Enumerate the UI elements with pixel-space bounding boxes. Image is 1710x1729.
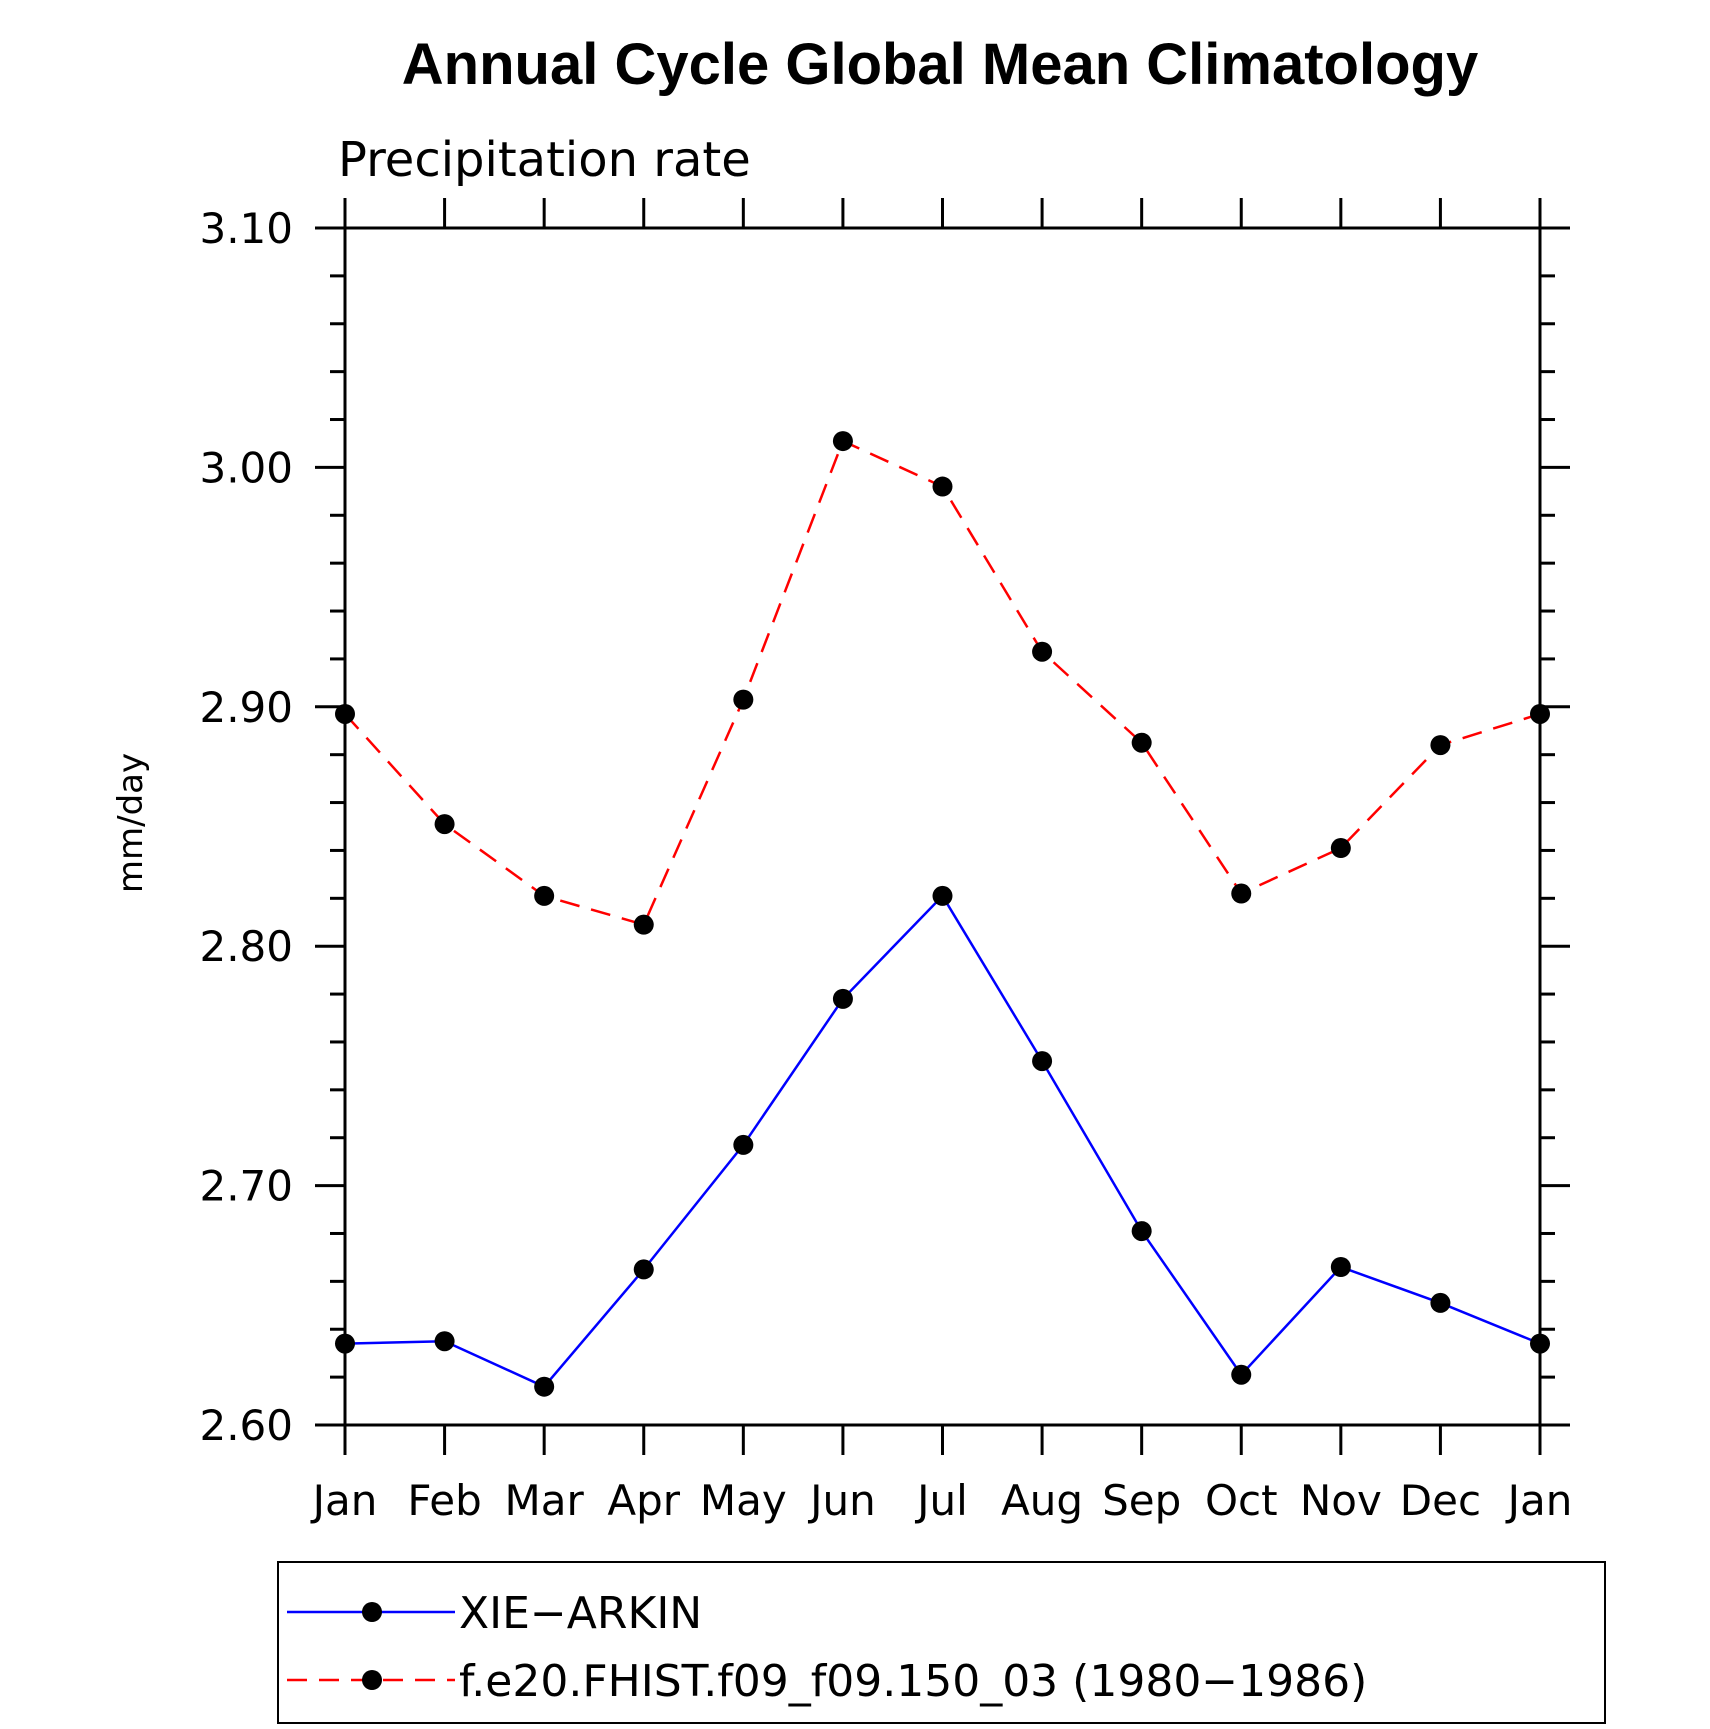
legend-items: XIE−ARKIN f.e20.FHIST.f09_f09.150_03 (198… (287, 1588, 1367, 1707)
series-point-0 (633, 1259, 654, 1280)
x-tick-label: Dec (1400, 1476, 1481, 1525)
series-point-0 (1231, 1364, 1252, 1385)
axes-frame (315, 198, 1570, 1455)
legend-label-0: XIE−ARKIN (459, 1588, 702, 1639)
series-point-1 (633, 914, 654, 935)
series-point-1 (1330, 838, 1351, 859)
series-point-1 (335, 703, 355, 724)
x-tick-label: Aug (1001, 1476, 1083, 1525)
plot-frame (343, 226, 1542, 1427)
series-point-1 (832, 431, 853, 452)
series-point-0 (1032, 1051, 1053, 1072)
y-tick-label: 2.70 (199, 1162, 293, 1211)
series-point-0 (534, 1376, 555, 1397)
series-line-1 (344, 439, 1541, 927)
series-point-0 (1530, 1333, 1550, 1354)
series-line-0 (344, 893, 1541, 1389)
x-tick-label: Mar (505, 1476, 585, 1525)
y-axis-label: mm/day (111, 753, 151, 893)
tick-labels: 2.60 2.70 2.80 2.90 3.00 3.10 Jan Feb Mar Apr May J… (199, 204, 1572, 1525)
x-tick-label: Jun (807, 1476, 876, 1525)
series-point-1 (1131, 732, 1152, 753)
series-point-1 (932, 476, 953, 497)
y-tick-label: 2.60 (199, 1401, 293, 1450)
series-point-0 (832, 988, 853, 1009)
series-point-1 (733, 689, 754, 710)
chart-subtitle: Precipitation rate (338, 132, 751, 188)
legend-label-1: f.e20.FHIST.f09_f09.150_03 (1980−1986) (459, 1656, 1367, 1707)
series-point-1 (1032, 641, 1053, 662)
y-tick-label: 3.10 (199, 204, 293, 253)
x-tick-label: Jan (1505, 1476, 1573, 1525)
legend-marker-1 (362, 1670, 382, 1690)
x-tick-label: Jul (914, 1476, 968, 1525)
chart-title: Annual Cycle Global Mean Climatology (402, 32, 1478, 97)
series-point-1 (434, 814, 455, 835)
x-tick-label: Sep (1102, 1476, 1181, 1525)
series-point-0 (1131, 1221, 1152, 1242)
series-point-1 (1430, 735, 1451, 756)
plot-series (335, 431, 1550, 1397)
series-point-0 (1330, 1256, 1351, 1277)
x-tick-label: Feb (407, 1476, 481, 1525)
y-tick-label: 2.90 (199, 683, 293, 732)
series-point-0 (932, 885, 953, 906)
series-point-0 (733, 1134, 754, 1155)
legend-box (277, 1561, 1606, 1724)
y-tick-label: 2.80 (199, 922, 293, 971)
series-point-1 (1530, 703, 1550, 724)
x-tick-label: Nov (1300, 1476, 1382, 1525)
legend-marker-0 (362, 1602, 382, 1622)
x-tick-label: May (700, 1476, 787, 1525)
series-point-1 (1231, 883, 1252, 904)
y-tick-label: 3.00 (199, 443, 293, 492)
series-point-0 (1430, 1292, 1451, 1313)
x-tick-label: Oct (1205, 1476, 1278, 1525)
series-point-0 (434, 1331, 455, 1352)
x-tick-label: Jan (310, 1476, 378, 1525)
legend: XIE−ARKIN f.e20.FHIST.f09_f09.150_03 (198… (277, 1561, 1606, 1724)
x-tick-label: Apr (607, 1476, 680, 1525)
series-point-1 (534, 885, 555, 906)
series-point-0 (335, 1333, 355, 1354)
